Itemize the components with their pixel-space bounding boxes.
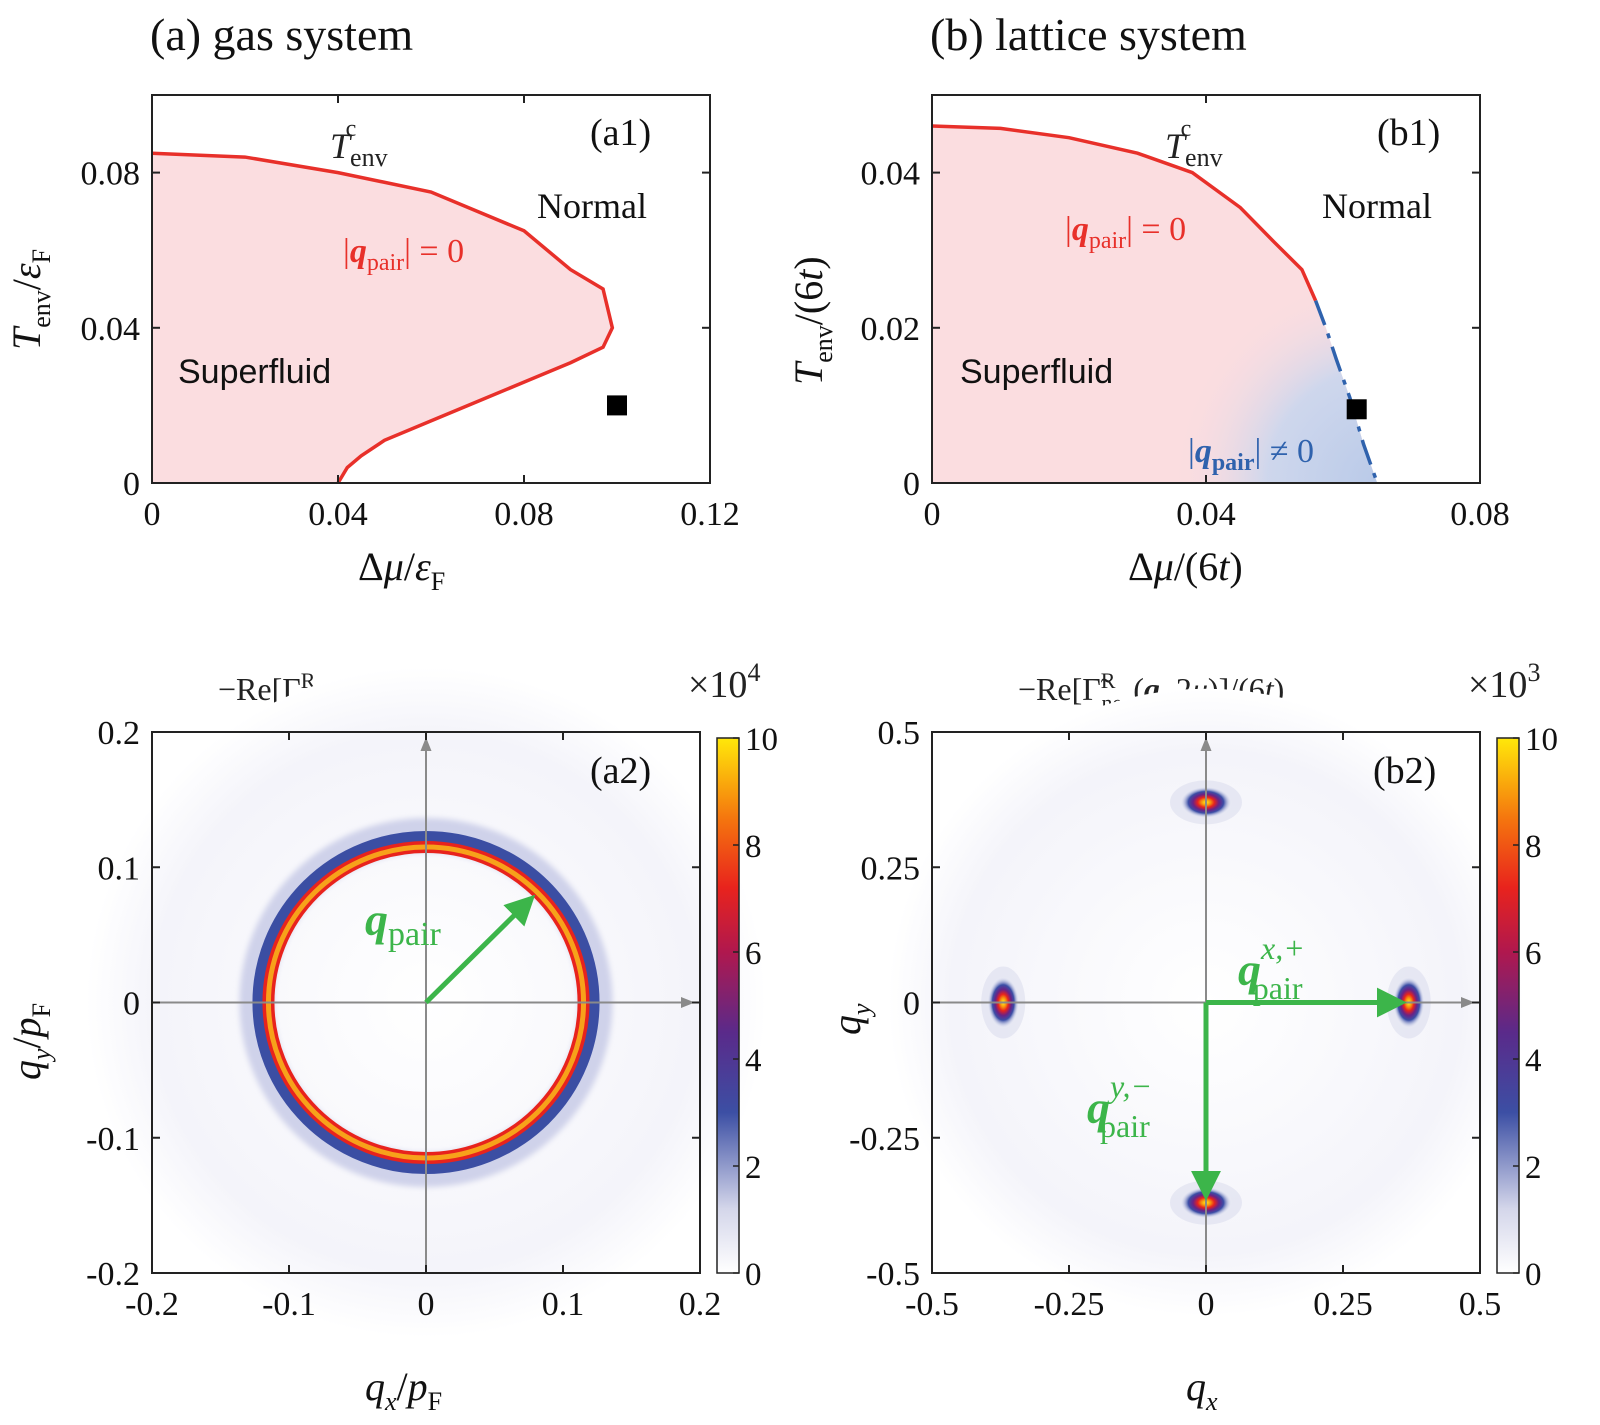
y-tick-label: 0.04 (861, 156, 921, 193)
x-tick-label: 0.12 (680, 496, 740, 533)
x-tick-label: 0.04 (1176, 496, 1236, 533)
y-tick-label: 0.02 (861, 311, 921, 348)
y-tick-label: 0.2 (98, 715, 141, 752)
x-tick-label: 0.25 (1313, 1286, 1373, 1323)
y-tick-label: 0 (123, 466, 140, 503)
y-tick-label: 0.04 (81, 311, 141, 348)
colorbar-tick-label: 2 (745, 1150, 762, 1186)
x-tick-label: 0 (1198, 1286, 1215, 1323)
y-axis-label: qy/pF (4, 1003, 56, 1080)
x-tick-label: -0.25 (1034, 1286, 1105, 1323)
phase-boundary-line (931, 124, 1318, 302)
colorbar-tick-label: 6 (1525, 936, 1542, 972)
x-tick-label: 0.1 (542, 1286, 585, 1323)
arrow-label-qx: qx,+ pair (1238, 930, 1305, 1006)
curve-label-Tc: Tenvc (330, 116, 388, 172)
x-tick-label: -0.2 (125, 1286, 179, 1323)
colorbar-tick-label: 10 (1525, 722, 1558, 758)
colorbar-tick-label: 4 (1525, 1043, 1542, 1079)
x-axis-label: Δμ/εF (358, 544, 445, 596)
x-tick-label: -0.5 (905, 1286, 959, 1323)
annotation-qpair-zero: |qpair| = 0 (1065, 211, 1186, 254)
panel-b1: 0 0.04 0.08 0 0.02 0.04 Tenvc (b1) Normal Sup… (786, 94, 1510, 589)
panel-label-a2: (a2) (590, 750, 651, 792)
y-tick-label: -0.5 (866, 1256, 920, 1293)
superfluid-region (152, 153, 613, 483)
x-axis-label: Δμ/(6t) (1128, 544, 1243, 589)
y-tick-label: 0.5 (878, 715, 921, 752)
x-tick-label: 0.08 (1450, 496, 1510, 533)
colorbar-tick-label: 0 (1525, 1257, 1542, 1293)
colorbar-gradient (716, 737, 740, 1274)
fflo-boundary-line (1313, 300, 1379, 484)
annotation-qpair-zero: |qpair| = 0 (343, 233, 464, 276)
colorbar-scale: ×103 (1468, 658, 1540, 706)
x-tick-label: -0.1 (262, 1286, 316, 1323)
superfluid-fill (152, 153, 613, 483)
curve-label-Tc: Tenvc (1165, 116, 1223, 172)
x-tick-label: 0.04 (308, 496, 368, 533)
qpair-arrow (424, 894, 536, 1005)
colorbar-tick-label: 8 (1525, 829, 1542, 865)
panel-b2: −Re[Γ̃Rneq(q, 2μ)]/(6t) ×103 -0.5-0.2500… (824, 658, 1558, 1416)
colorbar: 0 2 4 6 8 10 (716, 722, 778, 1293)
x-axis-label: qx/pF (365, 1364, 442, 1416)
x-tick-label: 0.08 (494, 496, 554, 533)
y-tick-label: 0.1 (98, 850, 141, 887)
colorbar-tick-label: 0 (745, 1257, 762, 1293)
colorbar-tick-label: 4 (745, 1043, 762, 1079)
region-label-normal: Normal (537, 186, 647, 226)
arrow-label-qy: qy,− pair (1087, 1068, 1152, 1144)
region-label-superfluid: Superfluid (960, 353, 1113, 391)
x-tick-label: 0 (924, 496, 941, 533)
state-marker (1346, 399, 1367, 420)
y-tick-label: 0 (903, 986, 920, 1023)
region-label-normal: Normal (1322, 186, 1432, 226)
colorbar-tick-label: 8 (745, 829, 762, 865)
arrow-label-qpair: qpair (365, 894, 442, 953)
colorbar-tick-label: 6 (745, 936, 762, 972)
colorbar-scale: ×104 (688, 658, 760, 706)
phase-boundary-line (151, 151, 615, 484)
y-tick-label: 0 (123, 986, 140, 1023)
panel-a1: 0 0.04 0.08 0.12 0 0.04 0.08 Tenvc (a1) Normal… (4, 94, 740, 596)
panel-a2: −Re[ΓRneq(q, 2μ)]/(mpF) ×104 -0.2-0.100.… (4, 658, 778, 1416)
y-tick-label: -0.1 (86, 1121, 140, 1158)
annotation-qpair-nonzero: |qpair| ≠ 0 (1188, 433, 1314, 476)
title-lattice-system: (b) lattice system (930, 9, 1247, 60)
x-tick-label: 0 (144, 496, 161, 533)
colorbar-tick-label: 10 (745, 722, 778, 758)
panel-label-b1: (b1) (1377, 112, 1440, 154)
state-marker (607, 395, 627, 416)
y-axis-label: Tenv/εF (4, 249, 56, 350)
panel-label-b2: (b2) (1373, 750, 1436, 792)
y-tick-label: 0.25 (861, 850, 921, 887)
y-axis-label: qy (824, 1003, 876, 1035)
x-tick-label: 0 (418, 1286, 435, 1323)
y-tick-label: -0.2 (86, 1256, 140, 1293)
y-tick-label: -0.25 (849, 1121, 920, 1158)
colorbar: 0 2 4 6 8 10 (1496, 722, 1558, 1293)
y-tick-label: 0.08 (81, 156, 141, 193)
y-axis-label: Tenv/(6t) (786, 256, 838, 385)
region-label-superfluid: Superfluid (178, 353, 331, 391)
title-gas-system: (a) gas system (150, 9, 413, 60)
panel-label-a1: (a1) (590, 112, 651, 154)
y-tick-label: 0 (903, 466, 920, 503)
plot-frame (151, 94, 711, 484)
colorbar-tick-label: 2 (1525, 1150, 1542, 1186)
x-axis-label: qx (1186, 1364, 1218, 1416)
colorbar-gradient (1496, 737, 1520, 1274)
x-tick-label: 0.2 (679, 1286, 722, 1323)
x-tick-label: 0.5 (1459, 1286, 1502, 1323)
